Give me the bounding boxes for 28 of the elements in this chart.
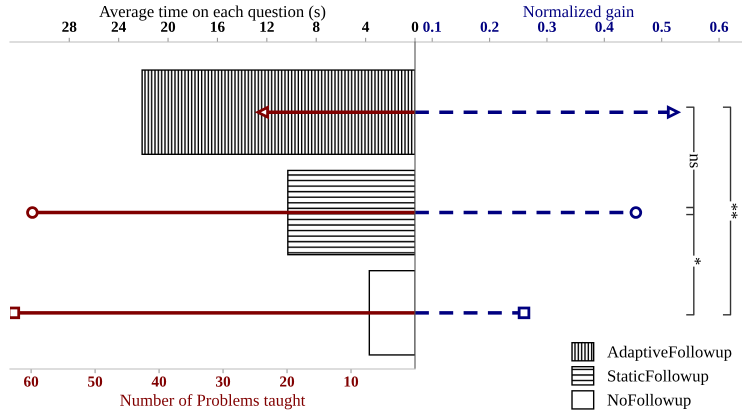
x2-tick-label: 8	[312, 22, 320, 32]
x-tick-label: 10	[344, 376, 358, 387]
x-tick-label: 50	[88, 376, 102, 387]
x-axis-title: Normalized gain	[523, 5, 634, 21]
x-axis-title: Number of Problems taught	[120, 394, 306, 410]
legend-label: NoFollowup	[607, 394, 691, 409]
x-tick-label: 20	[280, 376, 294, 387]
x-tick-label: 0.5	[652, 22, 671, 32]
legend-label: AdaptiveFollowup	[607, 346, 732, 361]
x-tick-label: 30	[216, 376, 230, 387]
x2-tick-label: 28	[62, 22, 76, 32]
x-tick-label: 40	[152, 376, 166, 387]
x2-tick-label: 0	[412, 22, 418, 32]
annotation: **	[731, 204, 738, 219]
x-tick-label: 60	[24, 376, 38, 387]
legend-label: StaticFollowup	[608, 370, 708, 385]
x-tick-label: 0.2	[480, 22, 498, 32]
x-tick-label: 0.3	[538, 22, 556, 32]
x-tick-label: 0.1	[423, 22, 441, 32]
x2-tick-label: 24	[112, 22, 126, 32]
x-tick-label: 0.6	[710, 22, 728, 32]
x-tick-label: 0.4	[595, 22, 614, 32]
x2-tick-label: 12	[260, 22, 274, 32]
annotation: *	[694, 258, 701, 265]
annotation: ns	[690, 154, 698, 168]
x2-tick-label: 4	[362, 22, 370, 32]
x2-tick-label: 16	[211, 22, 225, 32]
x2-axis-title: Average time on each question (s)	[99, 5, 326, 21]
